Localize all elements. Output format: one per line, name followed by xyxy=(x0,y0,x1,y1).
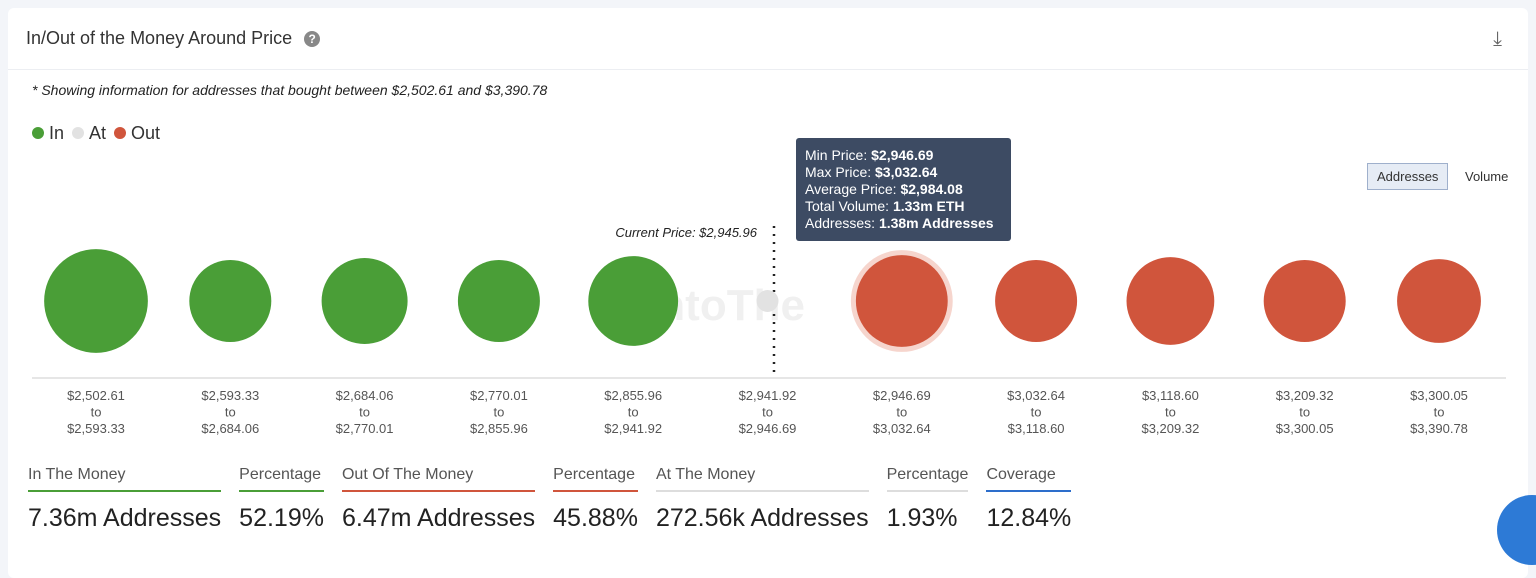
legend-out[interactable]: Out xyxy=(114,123,160,144)
legend-at[interactable]: At xyxy=(72,123,106,144)
bin-label: $2,684.06 xyxy=(201,421,259,436)
tooltip: Min Price: $2,946.69 Max Price: $3,032.6… xyxy=(796,138,1011,241)
bin-label: $2,941.92 xyxy=(739,388,797,403)
bin-label: to xyxy=(493,405,504,420)
bubble-out[interactable] xyxy=(1397,259,1481,343)
bin-label: to xyxy=(1434,405,1445,420)
bin-label: to xyxy=(1031,405,1042,420)
stat-value: 1.93% xyxy=(886,504,958,532)
stat-value: 272.56k Addresses xyxy=(655,504,869,532)
stat-5: Percentage 1.93% xyxy=(886,466,969,533)
bin-label: $3,118.60 xyxy=(1142,388,1199,403)
bin-label: $2,946.69 xyxy=(873,388,931,403)
current-price-label: Current Price: $2,945.96 xyxy=(615,225,757,240)
bin-label: $2,770.01 xyxy=(470,388,528,403)
bubble-in[interactable] xyxy=(588,256,679,346)
bin-label: to xyxy=(1165,405,1176,420)
bin-label: to xyxy=(628,405,639,420)
bin-label: to xyxy=(896,405,907,420)
bin-label: $2,946.69 xyxy=(739,421,797,436)
bin-label: $3,209.32 xyxy=(1141,421,1199,436)
stat-3: Percentage 45.88% xyxy=(553,466,638,533)
stat-label: Out Of The Money xyxy=(341,466,536,492)
bin-label: to xyxy=(91,405,102,420)
stat-label: At The Money xyxy=(655,466,869,492)
stat-value: 7.36m Addresses xyxy=(28,504,222,532)
stat-label: Percentage xyxy=(553,466,638,492)
bin-label: to xyxy=(359,405,370,420)
bubble-out[interactable] xyxy=(1263,260,1346,342)
card-title: In/Out of the Money Around Price xyxy=(26,28,293,48)
bubble-in[interactable] xyxy=(44,249,148,353)
stat-value: 12.84% xyxy=(986,504,1072,532)
bin-label: $2,502.61 xyxy=(67,388,125,403)
stat-4: At The Money 272.56k Addresses xyxy=(655,466,869,533)
stat-label: Percentage xyxy=(239,466,324,492)
stat-6: Coverage 12.84% xyxy=(986,466,1072,533)
stat-value: 52.19% xyxy=(239,504,324,532)
bin-label: $2,941.92 xyxy=(604,421,662,436)
stat-0: In The Money 7.36m Addresses xyxy=(28,466,222,533)
download-icon[interactable]: ⤓ xyxy=(1493,28,1502,50)
bubble-in[interactable] xyxy=(321,257,408,345)
stat-label: Coverage xyxy=(986,466,1072,492)
volume-toggle[interactable]: Volume xyxy=(1465,169,1509,184)
stat-value: 45.88% xyxy=(553,504,638,532)
bin-label: $2,855.96 xyxy=(604,388,662,403)
bin-label: $2,684.06 xyxy=(336,388,394,403)
summary-stats: In The Money 7.36m Addresses Percentage 52.… xyxy=(28,466,1089,533)
bin-label: $3,209.32 xyxy=(1276,388,1334,403)
bin-label: $2,770.01 xyxy=(336,421,394,436)
bubble-at[interactable] xyxy=(756,290,779,312)
card-header: In/Out of the Money Around Price ? ⤓ xyxy=(8,8,1528,70)
bin-label: $2,855.96 xyxy=(470,421,528,436)
stat-value: 6.47m Addresses xyxy=(341,504,536,532)
bin-label: $3,390.78 xyxy=(1410,421,1468,436)
bin-label: $3,118.60 xyxy=(1008,421,1065,436)
stat-1: Percentage 52.19% xyxy=(239,466,324,533)
bubble-in[interactable] xyxy=(457,260,540,342)
bubble-in[interactable] xyxy=(189,260,272,342)
bubble-out[interactable] xyxy=(855,255,948,347)
bin-label: $3,032.64 xyxy=(873,421,931,436)
bubble-chart: ▱ IntoThe Current Price: $2,945.96 $2,50… xyxy=(32,225,1506,436)
addresses-toggle[interactable]: Addresses xyxy=(1367,163,1449,190)
stat-label: In The Money xyxy=(28,466,222,492)
bubble-out[interactable] xyxy=(995,260,1078,342)
stat-label: Percentage xyxy=(886,466,969,492)
legend-in[interactable]: In xyxy=(32,123,64,144)
bin-label: $3,300.05 xyxy=(1276,421,1334,436)
bin-label: $2,593.33 xyxy=(201,388,259,403)
bin-label: to xyxy=(762,405,773,420)
bin-label: $2,593.33 xyxy=(67,421,125,436)
bin-label: $3,032.64 xyxy=(1007,388,1065,403)
bin-label: to xyxy=(225,405,236,420)
stat-2: Out Of The Money 6.47m Addresses xyxy=(341,466,536,533)
bin-label: $3,300.05 xyxy=(1410,388,1468,403)
question-circle-icon[interactable]: ? xyxy=(304,30,321,47)
range-note: * Showing information for addresses that… xyxy=(32,82,548,98)
bin-label: to xyxy=(1299,405,1310,420)
bubble-out[interactable] xyxy=(1126,257,1215,345)
legend: In At Out xyxy=(32,123,160,144)
